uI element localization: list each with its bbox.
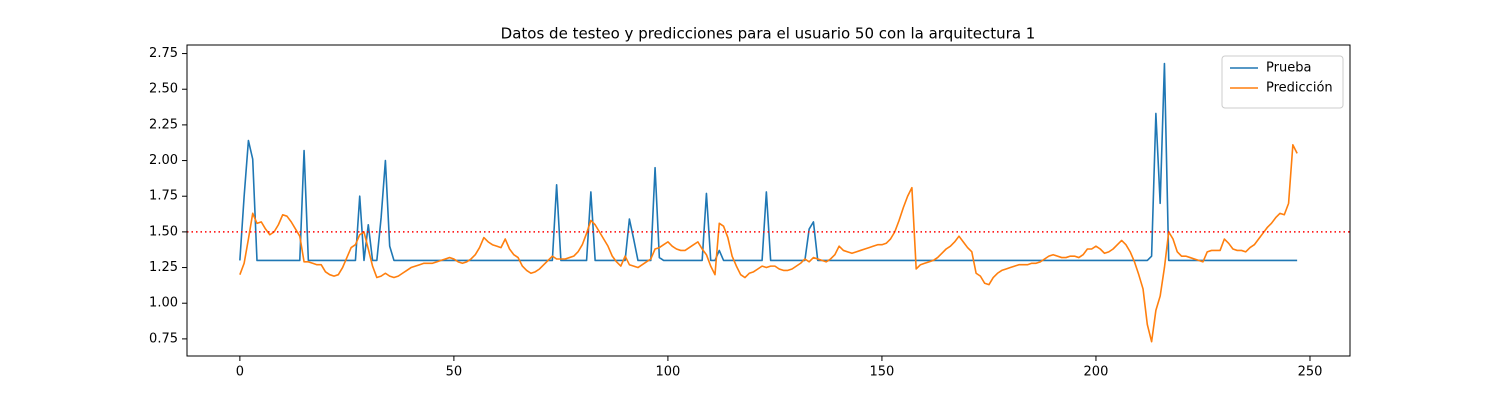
x-tick-label: 50 (446, 365, 463, 380)
chart-title: Datos de testeo y predicciones para el u… (501, 25, 1036, 43)
legend-label: Prueba (1266, 61, 1311, 76)
series-line (239, 144, 1298, 343)
legend-label: Predicción (1266, 81, 1333, 96)
x-tick-label: 250 (1298, 365, 1323, 380)
series-line (239, 62, 1298, 262)
x-tick-label: 100 (655, 365, 680, 380)
y-tick-label: 1.25 (149, 260, 178, 275)
y-tick-label: 2.00 (149, 153, 178, 168)
y-tick-label: 2.25 (149, 117, 178, 132)
x-tick-label: 200 (1084, 365, 1109, 380)
legend-box (1221, 55, 1344, 109)
y-tick-label: 0.75 (149, 331, 178, 346)
y-tick-label: 1.00 (149, 296, 178, 311)
y-tick-label: 2.50 (149, 82, 178, 97)
y-tick-label: 2.75 (149, 46, 178, 61)
y-tick-label: 1.75 (149, 189, 178, 204)
x-tick-label: 150 (870, 365, 895, 380)
axes-frame (186, 44, 1351, 357)
y-tick-label: 1.50 (149, 224, 178, 239)
x-tick-label: 0 (236, 365, 244, 380)
